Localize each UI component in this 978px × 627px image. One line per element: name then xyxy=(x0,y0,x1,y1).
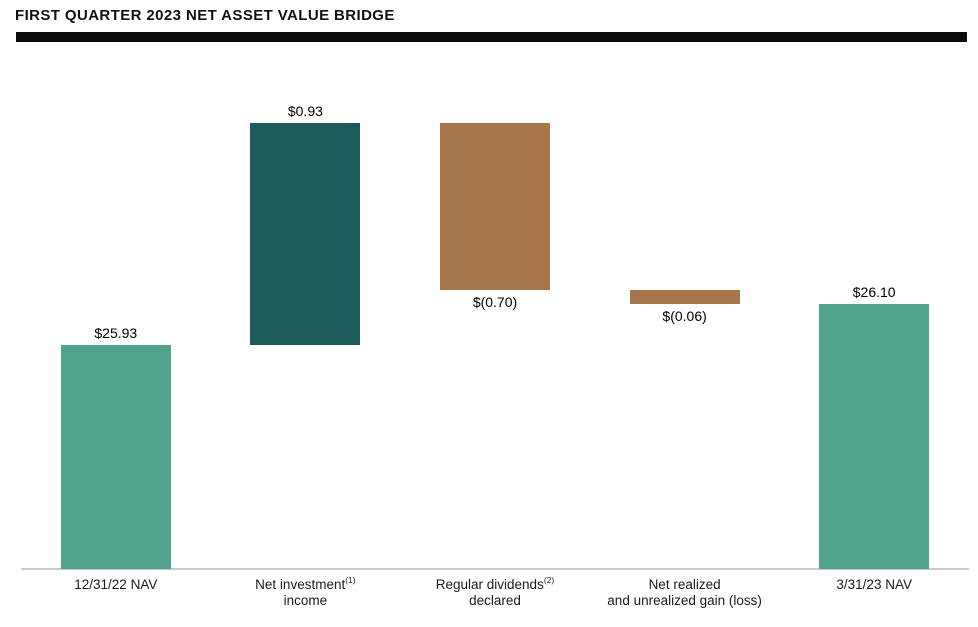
footnote-marker: (2) xyxy=(543,574,555,585)
category-label-bar-3-31-23-nav: 3/31/23 NAV xyxy=(836,577,912,592)
value-label-bar-12-31-22-nav: $25.93 xyxy=(94,324,138,341)
value-label-bar-3-31-23-nav: $26.10 xyxy=(852,284,896,301)
bar-net-realized-unrealized-gain-loss xyxy=(629,289,740,305)
chart-title: FIRST QUARTER 2023 NET ASSET VALUE BRIDG… xyxy=(15,7,395,24)
category-label-bar-regular-dividends-declared: Regular dividends(2) declared xyxy=(435,574,555,608)
x-axis-baseline xyxy=(21,568,969,570)
bar-12-31-22-nav xyxy=(60,344,171,569)
category-label-bar-12-31-22-nav: 12/31/22 NAV xyxy=(74,577,158,592)
category-label-bar-net-realized-unrealized-gain-loss: Net realized and unrealized gain (loss) xyxy=(607,577,762,608)
bar-regular-dividends-declared xyxy=(440,122,550,290)
value-label-bar-regular-dividends-declared: $(0.70) xyxy=(472,293,518,310)
value-label-bar-net-investment-income: $0.93 xyxy=(287,102,323,119)
title-rule xyxy=(16,32,967,42)
bar-net-investment-income xyxy=(250,122,361,345)
footnote-marker: (1) xyxy=(345,574,356,585)
bar-3-31-23-nav xyxy=(819,304,930,569)
category-label-bar-net-investment-income: Net investment(1) income xyxy=(255,574,356,608)
value-label-bar-net-realized-unrealized-gain-loss: $(0.06) xyxy=(662,308,707,325)
